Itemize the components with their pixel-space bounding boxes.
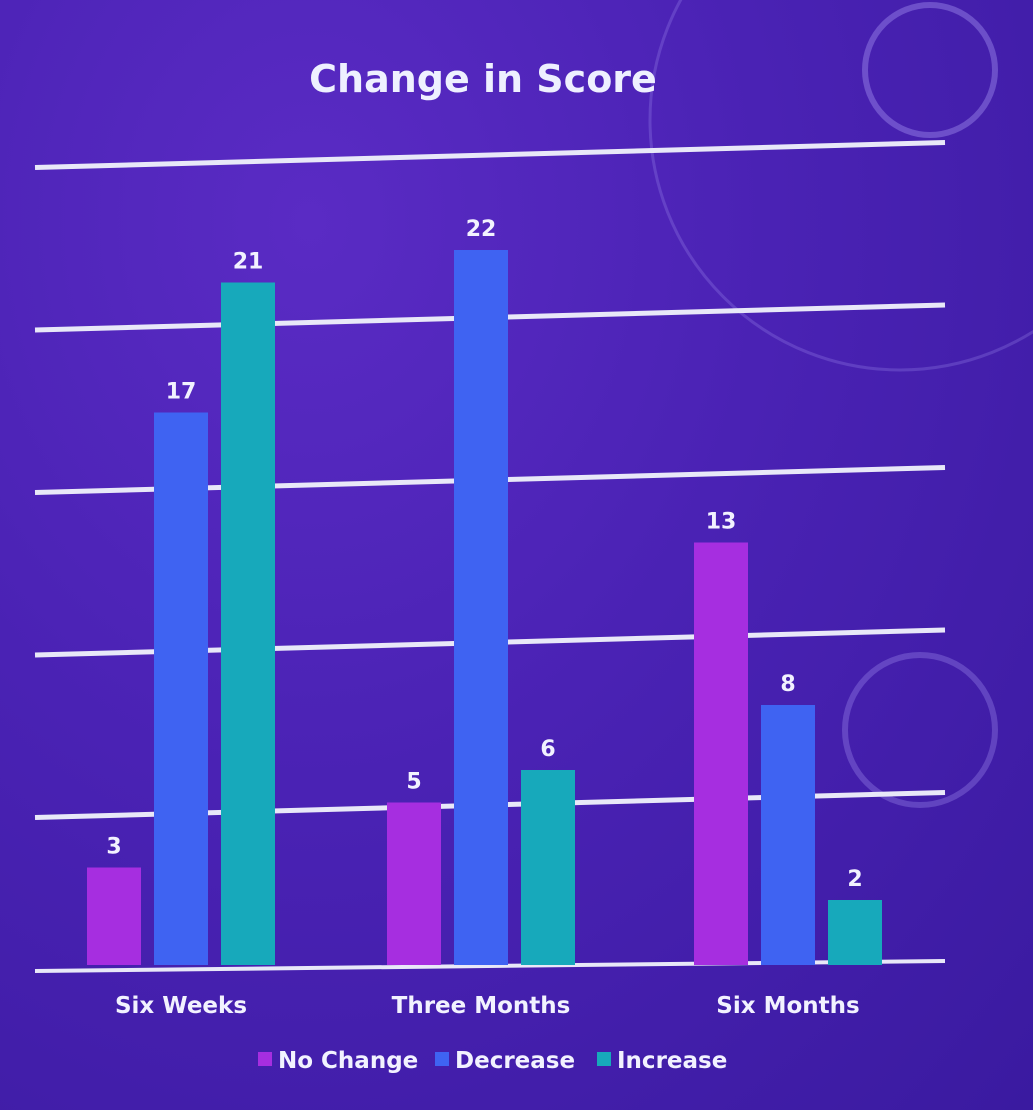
bar-three-months-no-change [387, 802, 441, 965]
decor-arc-large [648, 0, 1033, 372]
data-label-six-weeks-increase: 21 [233, 250, 264, 275]
bar-six-months-decrease [761, 705, 815, 965]
data-label-six-months-no-change: 13 [706, 510, 737, 535]
data-label-six-months-decrease: 8 [780, 672, 795, 697]
x-tick-label-three-months: Three Months [392, 993, 571, 1019]
legend-item-no-change: No Change [258, 1048, 418, 1074]
x-tick-label-six-months: Six Months [716, 993, 859, 1019]
legend-swatch-increase [597, 1052, 611, 1066]
legend-swatch-decrease [435, 1052, 449, 1066]
bar-three-months-increase [521, 770, 575, 965]
data-label-three-months-increase: 6 [540, 737, 555, 762]
bar-six-weeks-no-change [87, 867, 141, 965]
gridline [34, 140, 946, 170]
data-label-three-months-decrease: 22 [466, 217, 497, 242]
chart-title: Change in Score [309, 57, 657, 101]
decor-ring-top [862, 2, 998, 138]
bar-six-weeks-decrease [154, 412, 208, 965]
x-axis: Six Weeks Three Months Six Months [115, 993, 860, 1019]
legend-item-increase: Increase [597, 1048, 727, 1074]
legend-swatch-no-change [258, 1052, 272, 1066]
data-labels: 3 17 21 5 22 6 13 8 2 [106, 217, 862, 892]
background-decoration [648, 0, 1033, 808]
legend-label-increase: Increase [617, 1048, 727, 1074]
data-label-six-weeks-no-change: 3 [106, 835, 121, 860]
bars [87, 250, 882, 965]
bar-three-months-decrease [454, 250, 508, 965]
x-tick-label-six-weeks: Six Weeks [115, 993, 247, 1019]
legend: No Change Decrease Increase [258, 1048, 727, 1074]
legend-label-decrease: Decrease [455, 1048, 575, 1074]
data-label-six-weeks-decrease: 17 [166, 380, 197, 405]
bar-six-weeks-increase [221, 282, 275, 965]
legend-item-decrease: Decrease [435, 1048, 575, 1074]
bar-six-months-no-change [694, 542, 748, 965]
decor-ring-bottom [842, 652, 998, 808]
data-label-six-months-increase: 2 [847, 867, 862, 892]
data-label-three-months-no-change: 5 [406, 770, 421, 795]
bar-six-months-increase [828, 900, 882, 965]
legend-label-no-change: No Change [278, 1048, 418, 1074]
